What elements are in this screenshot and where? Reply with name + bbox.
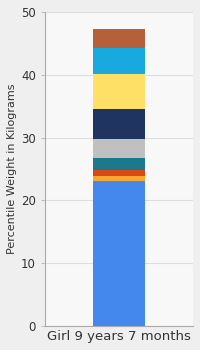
Bar	[93, 108, 145, 139]
Bar	[93, 48, 145, 74]
Bar	[93, 170, 145, 176]
Bar	[93, 181, 145, 326]
Y-axis label: Percentile Weight in Kilograms: Percentile Weight in Kilograms	[7, 84, 17, 254]
Bar	[93, 29, 145, 48]
Bar	[93, 158, 145, 170]
Bar	[93, 176, 145, 181]
Bar	[93, 139, 145, 158]
Bar	[93, 74, 145, 108]
